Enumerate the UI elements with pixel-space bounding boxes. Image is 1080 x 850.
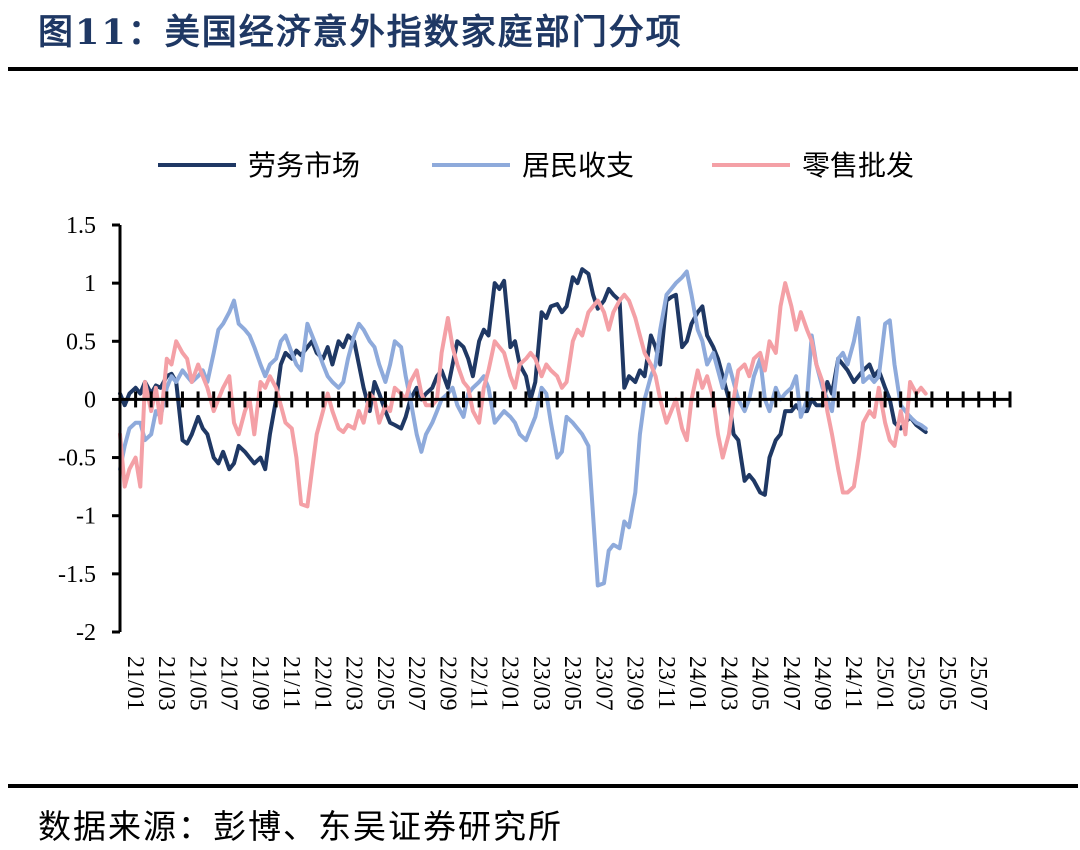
x-tick-label: 22/01 [309, 656, 335, 711]
y-tick-label: 1 [84, 271, 96, 297]
x-tick-label: 24/09 [809, 656, 835, 711]
x-tick-label: 23/07 [590, 656, 616, 711]
y-tick-label: -1.5 [58, 562, 96, 588]
chart-axes: 1.5 1 0.5 0 -0.5 -1 -1.5 -2 21/01 21/03 21/05 21/07… [58, 213, 1012, 711]
x-tick-label: 23/11 [653, 656, 679, 710]
x-tick-label: 22/03 [341, 656, 367, 711]
y-tick-label: 0.5 [66, 329, 96, 355]
x-tick-label: 23/03 [528, 656, 554, 711]
x-tick-label: 21/09 [247, 656, 273, 711]
x-tick-label: 21/05 [185, 656, 211, 711]
series-line-3 [118, 281, 928, 509]
x-tick-label: 25/07 [965, 656, 991, 711]
x-tick-label: 22/05 [372, 656, 398, 711]
x-tick-label: 25/01 [872, 656, 898, 711]
x-tick-label: 21/11 [278, 656, 304, 710]
x-tick-label: 23/05 [559, 656, 585, 711]
x-tick-label: 22/09 [434, 656, 460, 711]
legend-label-2: 居民收支 [522, 149, 634, 182]
legend-label-1: 劳务市场 [248, 149, 360, 182]
x-tick-label: 22/11 [466, 656, 492, 710]
y-tick-label: -0.5 [58, 446, 96, 472]
y-tick-label: -1 [76, 504, 96, 530]
chart-legend: 劳务市场 居民收支 零售批发 [158, 149, 914, 182]
x-tick-label: 23/09 [622, 656, 648, 711]
y-tick-label: -2 [76, 620, 96, 646]
x-tick-label: 21/01 [122, 656, 148, 711]
source-divider [8, 784, 1078, 788]
figure-title: 图11：美国经济意外指数家庭部门分项 [38, 12, 683, 53]
x-tick-label: 22/07 [403, 656, 429, 711]
series-line-1 [118, 267, 928, 497]
legend-label-3: 零售批发 [802, 149, 914, 182]
source-note: 数据来源：彭博、东吴证券研究所 [38, 807, 563, 846]
y-tick-label: 0 [84, 387, 96, 413]
x-tick-label: 21/03 [153, 656, 179, 711]
x-tick-label: 24/01 [684, 656, 710, 711]
x-tick-label: 25/03 [903, 656, 929, 711]
x-tick-label: 24/03 [715, 656, 741, 711]
series-layer [118, 267, 928, 588]
x-tick-label: 23/01 [497, 656, 523, 711]
x-tick-label: 24/07 [778, 656, 804, 711]
x-tick-label: 24/11 [840, 656, 866, 710]
title-divider [8, 67, 1078, 71]
y-tick-label: 1.5 [66, 213, 96, 239]
x-tick-label: 25/05 [934, 656, 960, 711]
x-tick-label: 24/05 [747, 656, 773, 711]
series-line-2 [118, 269, 928, 588]
x-tick-label: 21/07 [216, 656, 242, 711]
